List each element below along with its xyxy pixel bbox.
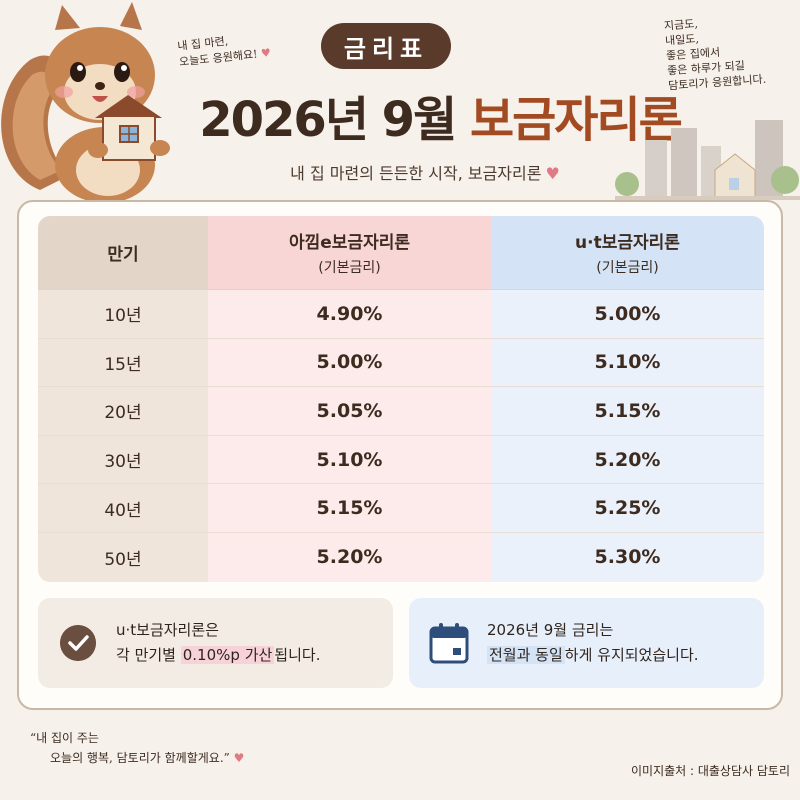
row-col2: 5.30% <box>491 532 764 582</box>
subtitle-text: 내 집 마련의 든든한 시작, 보금자리론 <box>290 164 542 183</box>
info-left-line2: 각 만기별 0.10%p 가산 됩니다. <box>116 646 321 664</box>
squirrel-illustration <box>1 2 170 203</box>
row-col2: 5.25% <box>491 484 764 532</box>
header-col2-name: u·t보금자리론 <box>575 233 680 253</box>
table-row: 40년 5.15% 5.25% <box>38 484 764 533</box>
info-box-surcharge: u·t보금자리론은 각 만기별 0.10%p 가산 됩니다. <box>38 598 393 688</box>
row-term: 50년 <box>38 532 208 582</box>
subtitle: 내 집 마련의 든든한 시작, 보금자리론 ♥ <box>200 160 650 186</box>
house-icon <box>95 95 162 161</box>
table-row: 50년 5.20% 5.30% <box>38 532 764 582</box>
note-left: 내 집 마련, 오늘도 응원해요! ♥ <box>177 25 310 70</box>
row-col2: 5.00% <box>491 290 764 338</box>
info-right-line2: 전월과 동일 하게 유지되었습니다. <box>487 646 699 664</box>
table-row: 10년 4.90% 5.00% <box>38 290 764 339</box>
row-col2: 5.10% <box>491 338 764 387</box>
info-box-rate-status: 2026년 9월 금리는 전월과 동일 하게 유지되었습니다. <box>409 598 764 688</box>
surcharge-highlight: 0.10%p 가산 <box>180 646 275 664</box>
row-col1: 5.15% <box>208 484 491 532</box>
heart-icon: ♥ <box>545 164 560 183</box>
quote-line2: 오늘의 행복, 담토리가 함께할게요.” ♥ <box>50 751 245 765</box>
info-right-line1: 2026년 9월 금리는 <box>487 621 614 639</box>
note-right: 지금도, 내일도, 좋은 집에서 좋은 하루가 되길 담토리가 응원합니다. <box>664 10 799 94</box>
row-col2: 5.15% <box>491 387 764 435</box>
calendar-icon <box>429 623 469 664</box>
quote: “내 집이 주는 오늘의 행복, 담토리가 함께할게요.” ♥ <box>30 728 340 768</box>
row-col1: 4.90% <box>208 290 491 338</box>
header-col2: u·t보금자리론 (기본금리) <box>491 216 764 289</box>
row-col1: 5.00% <box>208 338 491 387</box>
image-source: 이미지출처 : 대출상담사 담토리 <box>630 764 790 778</box>
header-term: 만기 <box>38 216 208 289</box>
heart-icon: ♥ <box>233 751 245 765</box>
header-col1-sub: (기본금리) <box>318 260 381 276</box>
row-term: 20년 <box>38 387 208 435</box>
row-term: 30년 <box>38 435 208 484</box>
row-col1: 5.10% <box>208 435 491 484</box>
info-left-text: u·t보금자리론은 각 만기별 0.10%p 가산 됩니다. <box>116 618 386 668</box>
rate-table: 만기 아낌e보금자리론 (기본금리) u·t보금자리론 (기본금리) 10년 4… <box>38 216 764 582</box>
row-term: 40년 <box>38 484 208 532</box>
title-date: 2026년 9월 <box>199 92 457 148</box>
row-col1: 5.05% <box>208 387 491 435</box>
info-left-line1: u·t보금자리론은 <box>116 621 219 639</box>
info-right-text: 2026년 9월 금리는 전월과 동일 하게 유지되었습니다. <box>487 618 757 668</box>
header-col1-name: 아낌e보금자리론 <box>288 233 410 253</box>
rate-status-highlight: 전월과 동일 <box>487 646 565 664</box>
table-row: 20년 5.05% 5.15% <box>38 387 764 436</box>
row-term: 15년 <box>38 338 208 387</box>
title-product: 보금자리론 <box>469 92 683 148</box>
header-col2-sub: (기본금리) <box>596 260 659 276</box>
table-row: 30년 5.10% 5.20% <box>38 435 764 485</box>
row-term: 10년 <box>38 290 208 338</box>
rate-table-badge: 금리표 <box>321 23 451 69</box>
row-col2: 5.20% <box>491 435 764 484</box>
quote-line1: “내 집이 주는 <box>30 731 99 745</box>
check-icon <box>60 625 96 661</box>
page-title: 2026년 9월 보금자리론 <box>160 80 720 160</box>
row-col1: 5.20% <box>208 532 491 582</box>
heart-icon: ♥ <box>260 46 272 61</box>
table-header-row: 만기 아낌e보금자리론 (기본금리) u·t보금자리론 (기본금리) <box>38 216 764 290</box>
header-col1: 아낌e보금자리론 (기본금리) <box>208 216 491 289</box>
city-icon <box>615 120 800 200</box>
table-row: 15년 5.00% 5.10% <box>38 338 764 388</box>
